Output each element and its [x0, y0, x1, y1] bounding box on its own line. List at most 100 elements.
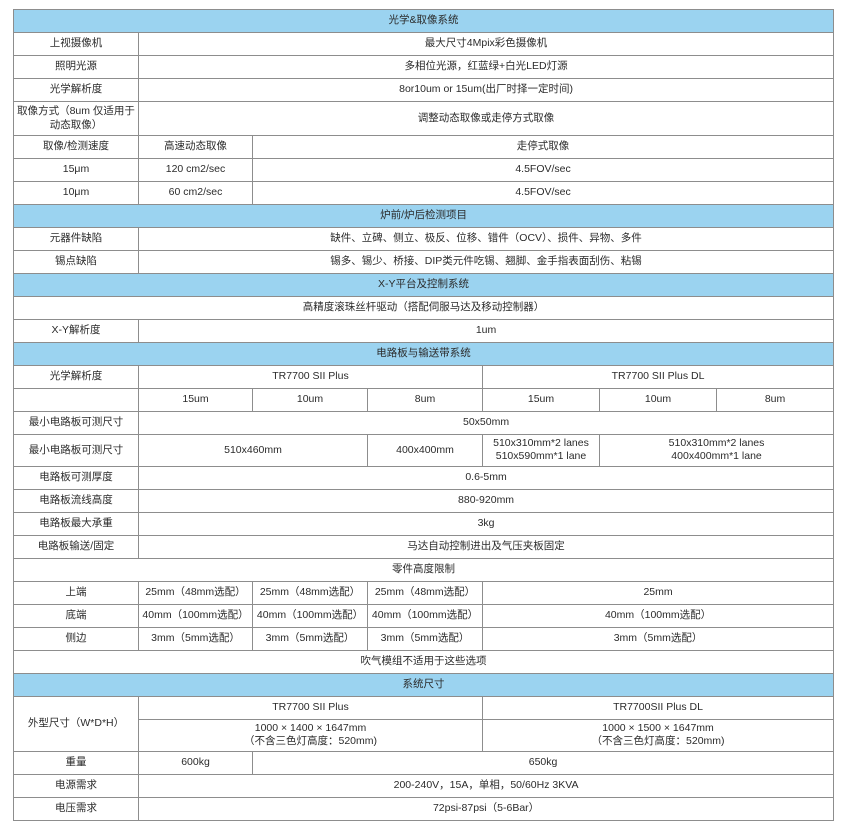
row-value-max-load: 3kg: [137, 511, 835, 536]
section-title-xy-platform: X-Y平台及控制系统: [12, 273, 835, 297]
row-label-lateral-side: 侧边: [13, 626, 139, 651]
row-value-solder-defects: 锡多、锡少、桥接、DIP类元件吃锡、翘脚、金手指表面刮伤、粘锡: [137, 250, 835, 274]
section-title-optics: 光学&取像系统: [12, 9, 835, 33]
table-row: 元器件缺陷 缺件、立碑、侧立、极反、位移、错件（OCV）、损件、异物、多件: [13, 227, 835, 251]
row-value-xy-resolution: 1um: [137, 319, 835, 343]
table-row: 电源需求 200-240V，15A，单相，50/60Hz 3KVA: [13, 773, 835, 798]
row-value-min-board-size: 50x50mm: [137, 411, 835, 435]
row-label-outer-dimension: 外型尺寸（W*D*H）: [13, 695, 139, 752]
row-label-component-defects: 元器件缺陷: [13, 227, 139, 251]
table-row: 锡点缺陷 锡多、锡少、桥接、DIP类元件吃锡、翘脚、金手指表面刮伤、粘锡: [13, 250, 835, 274]
table-row: 电压需求 72psi-87psi（5-6Bar）: [13, 796, 835, 821]
table-row: 上视摄像机 最大尺寸4Mpix彩色摄像机: [13, 32, 835, 56]
row-label-board-optical-resolution: 光学解析度: [13, 365, 139, 389]
table-row: 15um 10um 8um 15um 10um 8um: [13, 388, 835, 412]
row-label-speed-15um: 15μm: [13, 158, 139, 182]
top-side-c2: 25mm（48mm选配）: [252, 580, 368, 605]
row-label-board-transfer: 电路板输送/固定: [13, 534, 139, 559]
system-model-header-plus: TR7700 SII Plus: [138, 695, 483, 720]
row-label-illumination: 照明光源: [13, 55, 139, 79]
speed-15um-stopgo: 4.5FOV/sec: [251, 158, 835, 182]
top-side-c1: 25mm（48mm选配）: [138, 580, 253, 605]
lateral-side-c3: 3mm（5mm选配）: [367, 626, 483, 651]
row-label-weight: 重量: [13, 750, 139, 775]
model-header-plus: TR7700 SII Plus: [138, 365, 483, 389]
bottom-side-c4: 40mm（100mm选配）: [481, 603, 835, 628]
row-value-conveyor-height: 880-920mm: [137, 488, 835, 513]
system-dimension-plus-dl: 1000 × 1500 × 1647mm （不含三色灯高度：520mm): [481, 718, 835, 752]
bottom-side-c1: 40mm（100mm选配）: [138, 603, 253, 628]
section-header-row-board: 电路板与输送带系统: [12, 342, 835, 366]
table-row: 侧边 3mm（5mm选配） 3mm（5mm选配） 3mm（5mm选配） 3mm（…: [13, 626, 835, 651]
max-board-size-plus-8um: 400x400mm: [367, 434, 483, 467]
row-label-pressure-requirement: 电压需求: [13, 796, 139, 821]
row-value-pressure-requirement: 72psi-87psi（5-6Bar）: [137, 796, 835, 821]
top-side-c4: 25mm: [481, 580, 835, 605]
section-header-row-inspection: 炉前/炉后检测项目: [12, 204, 835, 228]
table-row: 15μm 120 cm2/sec 4.5FOV/sec: [13, 158, 835, 182]
speed-10um-dynamic: 60 cm2/sec: [138, 181, 253, 205]
table-row: 取像/检测速度 高速动态取像 走停式取像: [13, 135, 835, 159]
section-title-component-height: 零件高度限制: [12, 557, 835, 582]
row-label-max-board-size: 最小电路板可测尺寸: [13, 434, 139, 467]
row-value-board-thickness: 0.6-5mm: [137, 465, 835, 490]
row-label-min-board-size: 最小电路板可测尺寸: [13, 411, 139, 435]
row-label-max-load: 电路板最大承重: [13, 511, 139, 536]
row-value-optical-resolution: 8or10um or 15um(出厂时择一定时间): [137, 78, 835, 102]
table-row: 照明光源 多相位光源，红蓝绿+白光LED灯源: [13, 55, 835, 79]
section-title-inspection: 炉前/炉后检测项目: [12, 204, 835, 228]
row-value-board-transfer: 马达自动控制进出及气压夹板固定: [137, 534, 835, 559]
table-row: 底端 40mm（100mm选配） 40mm（100mm选配） 40mm（100m…: [13, 603, 835, 628]
table-row: 光学解析度 8or10um or 15um(出厂时择一定时间): [13, 78, 835, 102]
row-value-power-requirement: 200-240V，15A，单相，50/60Hz 3KVA: [137, 773, 835, 798]
row-label-solder-defects: 锡点缺陷: [13, 250, 139, 274]
section-title-board-conveyor: 电路板与输送带系统: [12, 342, 835, 366]
row-value-top-camera: 最大尺寸4Mpix彩色摄像机: [137, 32, 835, 56]
row-label-conveyor-height: 电路板流线高度: [13, 488, 139, 513]
row-label-empty: [13, 388, 139, 412]
row-value-capture-mode: 调整动态取像或走停方式取像: [137, 101, 835, 136]
row-label-speed-10um: 10μm: [13, 181, 139, 205]
table-row: 光学解析度 TR7700 SII Plus TR7700 SII Plus DL: [13, 365, 835, 389]
table-row: 电路板流线高度 880-920mm: [13, 488, 835, 513]
header-stopgo-capture: 走停式取像: [251, 135, 835, 159]
model-header-plus-dl: TR7700 SII Plus DL: [481, 365, 835, 389]
table-row: X-Y解析度 1um: [13, 319, 835, 343]
max-board-size-plus-15um: 510x460mm: [138, 434, 368, 467]
table-row: 外型尺寸（W*D*H） TR7700 SII Plus TR7700SII Pl…: [13, 695, 835, 752]
max-board-size-dl-a: 510x310mm*2 lanes 510x590mm*1 lane: [482, 434, 600, 467]
row-label-board-thickness: 电路板可测厚度: [13, 465, 139, 490]
section-title-system-size: 系统尺寸: [12, 672, 835, 697]
section-header-row-optics: 光学&取像系统: [12, 9, 835, 33]
table-row: 电路板可测厚度 0.6-5mm: [13, 465, 835, 490]
specification-table: 光学&取像系统 上视摄像机 最大尺寸4Mpix彩色摄像机 照明光源 多相位光源，…: [12, 9, 835, 821]
weight-plus: 600kg: [138, 750, 253, 775]
res-col-plus-10um: 10um: [252, 388, 368, 412]
res-col-plus-15um: 15um: [138, 388, 253, 412]
row-label-xy-resolution: X-Y解析度: [13, 319, 139, 343]
table-row: 电路板输送/固定 马达自动控制进出及气压夹板固定: [13, 534, 835, 559]
row-value-illumination: 多相位光源，红蓝绿+白光LED灯源: [137, 55, 835, 79]
res-col-dl-15um: 15um: [482, 388, 600, 412]
row-value-xy-drive: 高精度滚珠丝杆驱动（搭配伺服马达及移动控制器）: [12, 296, 835, 320]
top-side-c3: 25mm（48mm选配）: [367, 580, 483, 605]
row-label-top-camera: 上视摄像机: [13, 32, 139, 56]
table-row: 上端 25mm（48mm选配） 25mm（48mm选配） 25mm（48mm选配…: [13, 580, 835, 605]
res-col-dl-8um: 8um: [715, 388, 835, 412]
table-row: 吹气模组不适用于这些选项: [12, 649, 835, 674]
table-row: 最小电路板可测尺寸 510x460mm 400x400mm 510x310mm*…: [13, 434, 835, 467]
section-header-row-system-size: 系统尺寸: [12, 672, 835, 697]
table-row: 10μm 60 cm2/sec 4.5FOV/sec: [13, 181, 835, 205]
max-board-size-dl-b: 510x310mm*2 lanes 400x400mm*1 lane: [598, 434, 835, 467]
row-label-bottom-side: 底端: [13, 603, 139, 628]
speed-10um-stopgo: 4.5FOV/sec: [251, 181, 835, 205]
system-model-header-plus-dl: TR7700SII Plus DL: [481, 695, 835, 720]
section-header-row-xy: X-Y平台及控制系统: [12, 273, 835, 297]
res-col-plus-8um: 8um: [367, 388, 483, 412]
lateral-side-c4: 3mm（5mm选配）: [481, 626, 835, 651]
row-label-capture-mode: 取像方式（8um 仅适用于动态取像）: [13, 101, 139, 136]
component-height-note: 吹气模组不适用于这些选项: [12, 649, 835, 674]
table-row: 电路板最大承重 3kg: [13, 511, 835, 536]
row-value-component-defects: 缺件、立碑、侧立、极反、位移、错件（OCV）、损件、异物、多件: [137, 227, 835, 251]
system-dimension-plus: 1000 × 1400 × 1647mm （不含三色灯高度：520mm): [138, 718, 483, 752]
